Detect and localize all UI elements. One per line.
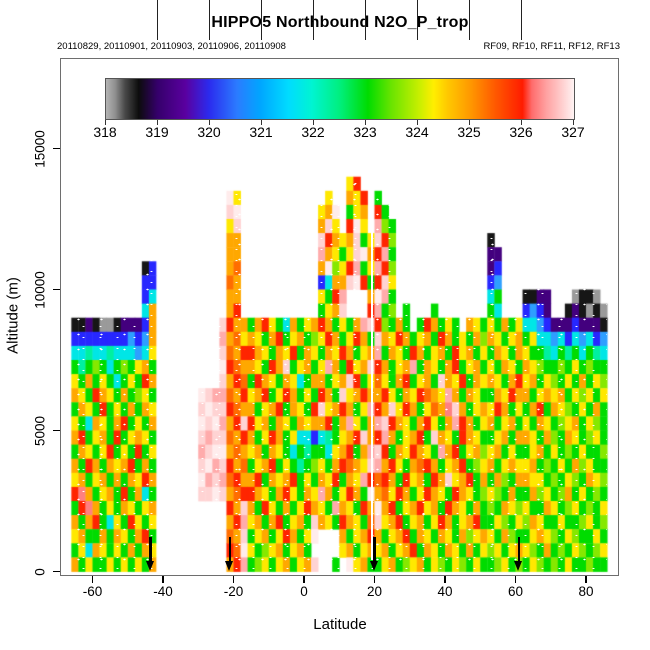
white-speckle-overlay	[64, 160, 607, 572]
colorbar-divider	[417, 0, 419, 40]
colorbar-tick-label: 324	[405, 124, 429, 140]
y-axis-tick-label: 0	[32, 567, 48, 576]
colorbar-tick	[313, 120, 315, 125]
subtitle-flights: RF09, RF10, RF11, RF12, RF13	[483, 41, 620, 52]
arrow-head-icon	[145, 561, 154, 571]
y-axis-tick	[53, 429, 60, 432]
colorbar-tick	[105, 120, 107, 125]
colorbar-tick-label: 327	[561, 124, 585, 140]
colorbar-tick-label: 318	[93, 124, 117, 140]
x-axis-tick-label: 20	[366, 584, 383, 599]
colorbar-tick-label: 321	[249, 124, 273, 140]
colorbar-tick-label: 322	[301, 124, 325, 140]
colorbar-tick	[365, 120, 367, 125]
flight-boundary-arrow	[369, 537, 380, 572]
flight-boundary-arrow	[225, 537, 235, 572]
colorbar-divider	[313, 0, 315, 40]
colorbar-divider	[365, 0, 367, 40]
x-axis-tick	[373, 576, 376, 583]
colorbar-tick	[209, 120, 211, 125]
arrow-stem	[373, 537, 376, 562]
x-axis-tick	[91, 576, 94, 583]
colorbar-divider	[469, 0, 471, 40]
colorbar-tick-label: 325	[457, 124, 481, 140]
colorbar-tick	[417, 120, 419, 125]
flight-gap-line	[371, 196, 374, 560]
arrow-stem	[228, 537, 232, 562]
y-axis-tick-label: 5000	[32, 415, 48, 446]
x-axis-tick-label: 80	[578, 584, 594, 599]
plot-frame	[60, 58, 619, 576]
colorbar	[105, 78, 575, 120]
x-axis-tick-label: -60	[82, 584, 103, 599]
colorbar-divider	[157, 0, 159, 40]
y-axis-tick-label: 15000	[32, 129, 48, 168]
colorbar-tick-label: 326	[509, 124, 533, 140]
x-axis-tick	[585, 576, 587, 583]
x-axis-tick	[514, 576, 517, 583]
colorbar-divider	[261, 0, 263, 40]
x-axis-tick-label: 60	[507, 584, 524, 599]
colorbar-divider	[521, 0, 523, 40]
colorbar-tick-label: 320	[197, 124, 221, 140]
x-axis-tick-label: 40	[437, 584, 453, 599]
arrow-head-icon	[225, 561, 234, 571]
x-axis-tick-label: 0	[300, 584, 308, 599]
x-axis-tick	[232, 576, 235, 583]
x-axis-tick	[162, 576, 164, 583]
arrow-stem	[517, 537, 521, 562]
page-title: HIPPO5 Northbound N2O_P_trop	[211, 14, 469, 31]
colorbar-divider	[209, 0, 211, 40]
x-axis-label: Latitude	[313, 616, 367, 633]
x-axis-tick	[444, 576, 446, 583]
arrow-head-icon	[369, 561, 378, 571]
colorbar-tick	[469, 120, 471, 125]
x-axis-tick-label: -40	[153, 584, 173, 599]
colorbar-tick	[573, 120, 575, 125]
y-axis-tick	[53, 147, 60, 150]
x-axis-tick-label: -20	[223, 584, 244, 599]
arrow-stem	[149, 537, 152, 562]
y-axis-tick	[53, 288, 60, 291]
colorbar-tick-label: 323	[353, 124, 377, 140]
flight-boundary-arrow	[145, 537, 156, 572]
y-axis-tick	[53, 570, 60, 573]
x-axis-tick	[303, 576, 305, 583]
y-axis-tick-label: 10000	[32, 270, 48, 309]
arrow-head-icon	[514, 561, 523, 571]
colorbar-tick	[261, 120, 263, 125]
colorbar-tick	[157, 120, 159, 125]
flight-boundary-arrow	[514, 537, 524, 572]
colorbar-tick-label: 319	[145, 124, 169, 140]
subtitle-dates: 20110829, 20110901, 20110903, 20110906, …	[57, 41, 286, 52]
y-axis-label: Altitude (m)	[4, 277, 22, 354]
colorbar-tick	[521, 120, 523, 125]
